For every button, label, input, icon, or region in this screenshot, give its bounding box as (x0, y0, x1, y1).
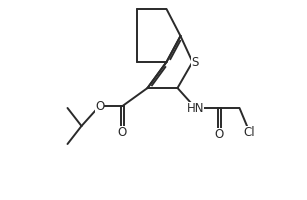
Text: O: O (118, 126, 127, 138)
Text: O: O (95, 99, 104, 112)
Text: HN: HN (187, 102, 204, 114)
Text: O: O (215, 128, 224, 140)
Text: S: S (191, 55, 199, 68)
Text: Cl: Cl (244, 126, 255, 138)
